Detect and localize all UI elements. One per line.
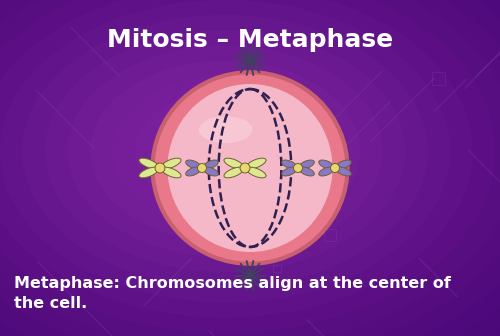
Text: Mitosis – Metaphase: Mitosis – Metaphase <box>107 28 393 52</box>
Ellipse shape <box>158 106 292 197</box>
Ellipse shape <box>299 167 314 176</box>
Ellipse shape <box>203 160 218 169</box>
Ellipse shape <box>282 167 297 176</box>
Ellipse shape <box>330 164 340 172</box>
Ellipse shape <box>203 167 218 176</box>
Ellipse shape <box>246 158 266 169</box>
Ellipse shape <box>198 164 206 172</box>
Ellipse shape <box>202 136 248 166</box>
Ellipse shape <box>0 0 472 318</box>
Ellipse shape <box>336 160 351 169</box>
Ellipse shape <box>282 160 297 169</box>
Ellipse shape <box>135 91 315 212</box>
Ellipse shape <box>224 167 244 178</box>
Ellipse shape <box>90 60 360 242</box>
Bar <box>229 208 243 222</box>
Ellipse shape <box>168 84 332 252</box>
Ellipse shape <box>180 121 270 181</box>
Ellipse shape <box>0 0 450 302</box>
Bar <box>273 264 280 272</box>
Bar <box>432 72 446 85</box>
Ellipse shape <box>22 15 427 287</box>
Ellipse shape <box>240 163 250 173</box>
Ellipse shape <box>294 164 302 172</box>
Ellipse shape <box>155 163 165 173</box>
Ellipse shape <box>68 45 382 257</box>
Ellipse shape <box>318 167 334 176</box>
Ellipse shape <box>318 160 334 169</box>
Ellipse shape <box>139 167 158 178</box>
Ellipse shape <box>162 158 181 169</box>
Ellipse shape <box>336 167 351 176</box>
Ellipse shape <box>299 160 314 169</box>
Bar <box>317 149 332 164</box>
Ellipse shape <box>162 167 181 178</box>
Text: the cell.: the cell. <box>14 296 88 311</box>
Ellipse shape <box>152 72 348 264</box>
Ellipse shape <box>186 167 201 176</box>
Ellipse shape <box>199 116 252 143</box>
Ellipse shape <box>45 30 405 272</box>
Bar <box>313 100 324 111</box>
Ellipse shape <box>246 167 266 178</box>
Text: Metaphase: Chromosomes align at the center of: Metaphase: Chromosomes align at the cent… <box>14 276 451 291</box>
Ellipse shape <box>186 160 201 169</box>
Ellipse shape <box>224 158 244 169</box>
Ellipse shape <box>112 76 338 227</box>
Bar <box>324 229 336 241</box>
Ellipse shape <box>139 158 158 169</box>
